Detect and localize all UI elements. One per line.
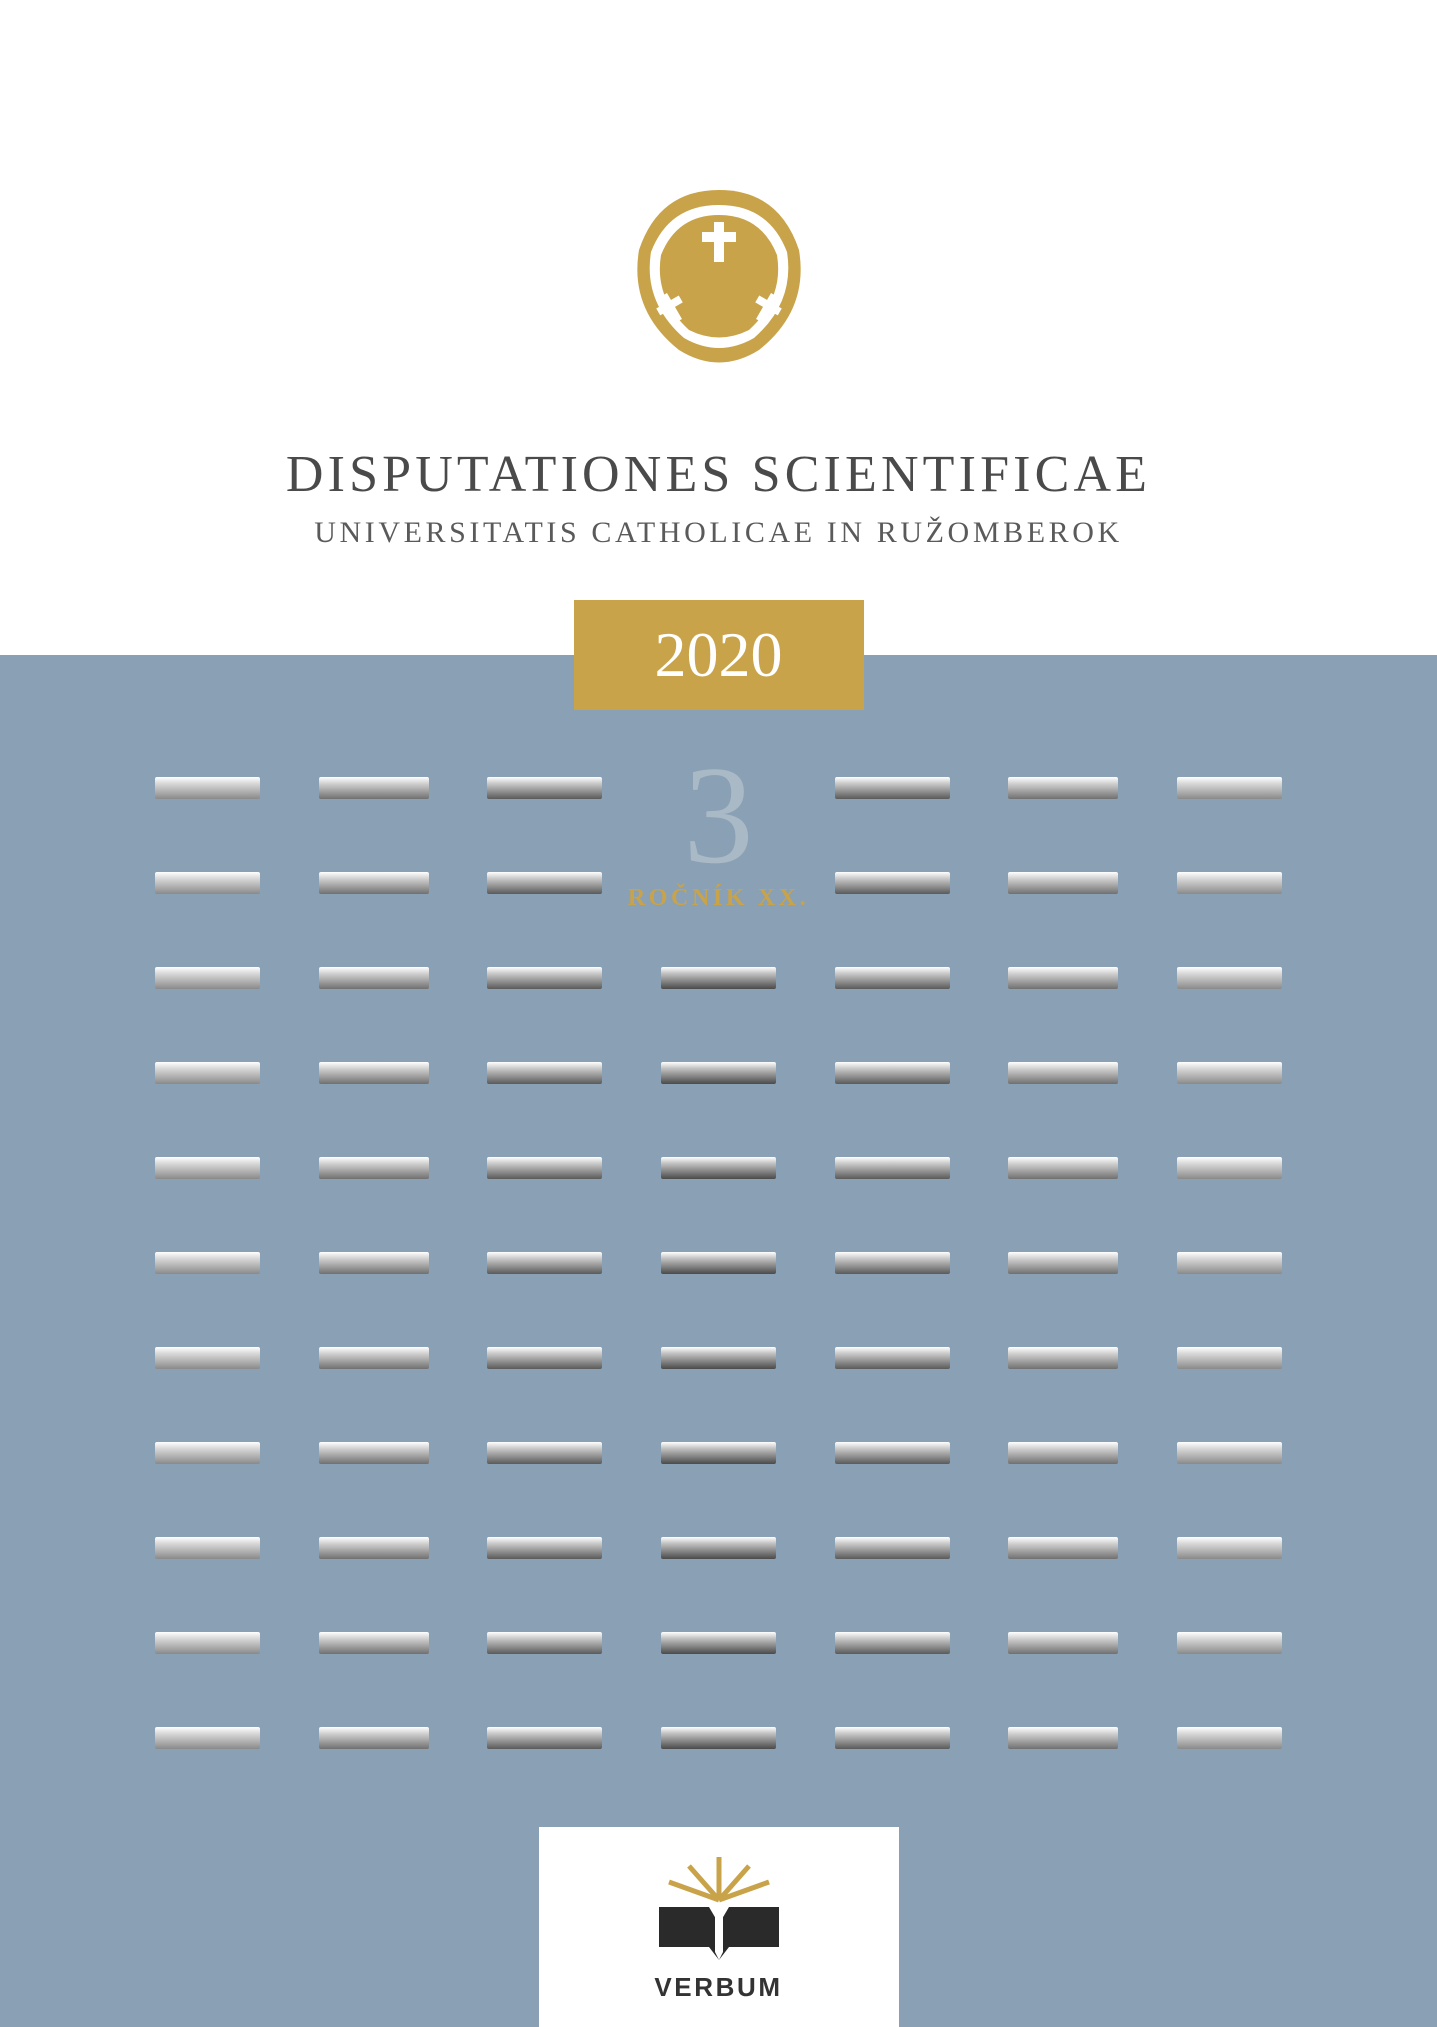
dash-segment	[155, 1347, 260, 1369]
dash-segment	[319, 1442, 429, 1464]
grid-row	[155, 1345, 1282, 1371]
dash-segment	[319, 777, 429, 799]
dash-segment	[487, 1442, 602, 1464]
dash-segment	[835, 1727, 950, 1749]
grid-row	[155, 870, 1282, 896]
dash-segment	[319, 1347, 429, 1369]
grid-row	[155, 1440, 1282, 1466]
dash-segment	[155, 1727, 260, 1749]
dash-segment	[1008, 1252, 1118, 1274]
dash-segment	[1008, 1442, 1118, 1464]
dash-segment	[319, 1157, 429, 1179]
dash-segment	[1177, 1727, 1282, 1749]
dash-segment	[487, 872, 602, 894]
dash-segment	[661, 967, 776, 989]
dash-segment	[661, 1062, 776, 1084]
grid-row	[155, 1155, 1282, 1181]
dash-segment	[1008, 872, 1118, 894]
journal-cover: DISPUTATIONES SCIENTIFICAE UNIVERSITATIS…	[0, 0, 1437, 2027]
dash-segment	[1008, 1632, 1118, 1654]
dash-segment	[835, 1062, 950, 1084]
dash-segment	[1008, 1157, 1118, 1179]
dash-segment	[487, 1347, 602, 1369]
dash-segment	[155, 777, 260, 799]
grid-row	[155, 1535, 1282, 1561]
dash-segment	[155, 872, 260, 894]
dash-segment	[1177, 1537, 1282, 1559]
dash-segment	[1177, 1442, 1282, 1464]
verbum-logo-icon	[649, 1852, 789, 1962]
dash-segment	[1177, 967, 1282, 989]
dash-segment	[835, 872, 950, 894]
publisher-box: VERBUM	[539, 1827, 899, 2027]
dash-segment	[1177, 1632, 1282, 1654]
dash-segment	[155, 1537, 260, 1559]
dash-segment	[1008, 777, 1118, 799]
dash-segment	[1177, 1347, 1282, 1369]
dash-segment	[1008, 967, 1118, 989]
dash-segment	[661, 1347, 776, 1369]
year-label: 2020	[655, 618, 783, 692]
dash-segment	[487, 1157, 602, 1179]
dash-segment	[1177, 1252, 1282, 1274]
dash-grid	[0, 775, 1437, 1751]
grid-row	[155, 965, 1282, 991]
dash-segment	[835, 1632, 950, 1654]
dash-segment	[661, 1727, 776, 1749]
dash-segment	[487, 1062, 602, 1084]
dash-segment	[155, 1632, 260, 1654]
dash-segment	[1008, 1537, 1118, 1559]
grid-row	[155, 1630, 1282, 1656]
dash-segment	[319, 1537, 429, 1559]
dash-segment	[487, 967, 602, 989]
journal-subtitle: UNIVERSITATIS CATHOLICAE IN RUŽOMBEROK	[0, 516, 1437, 550]
journal-title: DISPUTATIONES SCIENTIFICAE	[0, 445, 1437, 504]
dash-segment	[1177, 872, 1282, 894]
dash-segment	[1177, 1157, 1282, 1179]
dash-segment	[155, 1252, 260, 1274]
dash-segment	[487, 777, 602, 799]
dash-segment	[155, 967, 260, 989]
dash-segment	[155, 1442, 260, 1464]
grid-row	[155, 1250, 1282, 1276]
body-section: 2020 3 ROČNÍK XX. VERBUM	[0, 600, 1437, 2027]
dash-segment	[835, 1347, 950, 1369]
dash-segment	[1177, 777, 1282, 799]
dash-segment	[319, 1632, 429, 1654]
dash-segment	[835, 967, 950, 989]
dash-segment	[319, 967, 429, 989]
year-badge: 2020	[574, 600, 864, 710]
university-crest-icon	[609, 180, 829, 380]
dash-segment	[1177, 1062, 1282, 1084]
dash-segment	[487, 1252, 602, 1274]
dash-segment	[1008, 1062, 1118, 1084]
dash-segment	[319, 872, 429, 894]
dash-segment	[835, 1157, 950, 1179]
dash-segment	[155, 1062, 260, 1084]
dash-segment	[1008, 1727, 1118, 1749]
dash-segment	[661, 1252, 776, 1274]
grid-row	[155, 1725, 1282, 1751]
dash-segment	[319, 1252, 429, 1274]
dash-segment	[1008, 1347, 1118, 1369]
publisher-name: VERBUM	[654, 1972, 782, 2003]
dash-segment	[835, 1537, 950, 1559]
grid-row	[155, 1060, 1282, 1086]
header-section: DISPUTATIONES SCIENTIFICAE UNIVERSITATIS…	[0, 0, 1437, 600]
dash-segment	[319, 1727, 429, 1749]
dash-segment	[487, 1632, 602, 1654]
grid-row	[155, 775, 1282, 801]
dash-segment	[835, 1252, 950, 1274]
dash-segment	[661, 1442, 776, 1464]
dash-segment	[319, 1062, 429, 1084]
dash-segment	[835, 1442, 950, 1464]
dash-segment	[155, 1157, 260, 1179]
dash-segment	[487, 1727, 602, 1749]
dash-segment	[487, 1537, 602, 1559]
dash-segment	[661, 1157, 776, 1179]
dash-segment	[661, 1537, 776, 1559]
dash-segment	[835, 777, 950, 799]
blue-panel: 3 ROČNÍK XX. VERBUM	[0, 655, 1437, 2027]
dash-segment	[661, 1632, 776, 1654]
